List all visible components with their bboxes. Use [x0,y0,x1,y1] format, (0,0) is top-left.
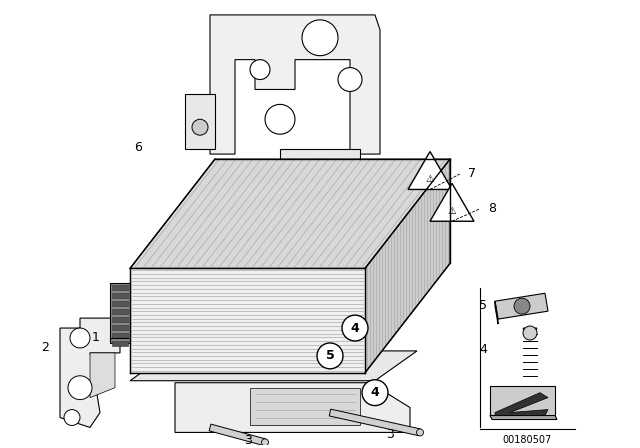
Text: 1: 1 [92,332,100,345]
Circle shape [362,380,388,405]
Polygon shape [495,301,498,324]
Text: ⚠: ⚠ [447,206,456,216]
Polygon shape [112,317,128,322]
Text: 8: 8 [488,202,496,215]
Polygon shape [280,149,360,174]
Text: 3: 3 [386,428,394,441]
Polygon shape [408,151,452,190]
Circle shape [192,119,208,135]
Polygon shape [209,424,266,446]
Circle shape [70,328,90,348]
Text: 3: 3 [244,434,252,447]
Polygon shape [523,328,537,334]
Polygon shape [60,318,120,427]
Polygon shape [130,351,417,381]
Text: 6: 6 [134,141,142,154]
Polygon shape [175,383,410,432]
Circle shape [514,298,530,314]
Polygon shape [112,333,128,338]
Polygon shape [112,285,128,290]
Polygon shape [490,386,555,416]
Polygon shape [112,341,128,346]
Text: 5: 5 [326,349,334,362]
Circle shape [302,20,338,56]
Polygon shape [112,301,128,306]
Polygon shape [110,283,130,343]
Polygon shape [250,388,360,426]
Polygon shape [112,325,128,330]
Circle shape [250,60,270,80]
Circle shape [265,104,295,134]
Polygon shape [495,392,548,416]
Polygon shape [210,15,380,154]
Polygon shape [490,416,557,419]
Circle shape [68,376,92,400]
Circle shape [417,429,424,436]
Polygon shape [130,268,365,373]
Text: 5: 5 [479,299,487,312]
Text: 4: 4 [371,386,380,399]
Polygon shape [112,293,128,298]
Text: 00180507: 00180507 [502,435,552,445]
Polygon shape [329,409,420,436]
Text: 4: 4 [479,344,487,357]
Polygon shape [185,95,215,149]
Polygon shape [430,183,474,221]
Text: ⚠: ⚠ [426,174,435,184]
Polygon shape [495,293,548,319]
Polygon shape [365,159,450,373]
Polygon shape [112,309,128,314]
Circle shape [338,68,362,91]
Circle shape [342,315,368,341]
Polygon shape [130,159,450,268]
Text: 4: 4 [351,322,360,335]
Circle shape [64,409,80,426]
Text: 7: 7 [468,168,476,181]
Polygon shape [90,353,115,398]
Text: 2: 2 [41,341,49,354]
Circle shape [262,439,269,446]
Circle shape [523,326,537,340]
Circle shape [317,343,343,369]
